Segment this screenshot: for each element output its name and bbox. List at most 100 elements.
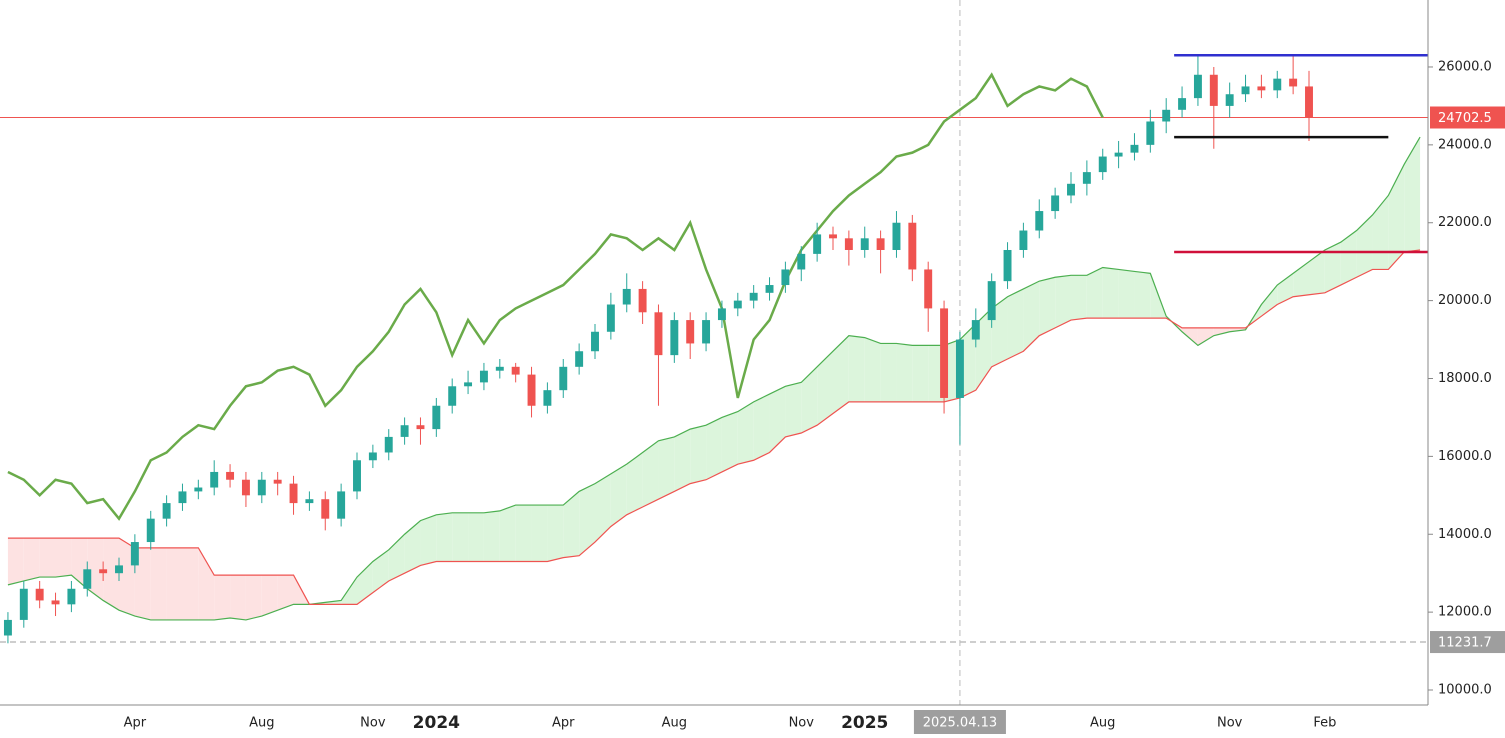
x-tick-label: Feb [1313, 716, 1336, 731]
cloud-fill [833, 335, 849, 414]
cloud-fill [39, 538, 56, 578]
candle-body [1241, 86, 1250, 95]
cloud-fill [452, 512, 469, 562]
cloud-fill [1071, 275, 1087, 321]
cloud-fill [103, 538, 119, 611]
candle-body [987, 281, 996, 321]
candle-body [527, 374, 536, 406]
candle-body [99, 569, 108, 574]
candle-body [638, 288, 647, 313]
cloud-fill [801, 366, 818, 434]
cloud-fill [817, 351, 833, 426]
cloud-fill [737, 401, 754, 465]
cloud-fill [1007, 288, 1024, 360]
cloud-fill [1324, 242, 1341, 293]
candle-body [479, 370, 488, 383]
candle-body [749, 292, 758, 301]
cloud-fill [483, 510, 500, 562]
candle-body [924, 269, 933, 309]
cloud-fill [182, 547, 199, 620]
y-tick-label: 12000.0 [1438, 605, 1492, 620]
y-tick-label: 16000.0 [1438, 449, 1492, 464]
cloud-fill [515, 505, 532, 562]
y-tick-label: 18000.0 [1438, 371, 1492, 386]
candle-body [892, 222, 901, 250]
candle-body [305, 499, 314, 504]
cloud-fill [674, 429, 691, 492]
cloud-fill [864, 337, 881, 402]
x-tick-label: 2025 [841, 713, 888, 733]
cloud-fill [769, 386, 786, 453]
candle-body [829, 234, 837, 239]
candle-body [321, 499, 330, 519]
y-tick-label: 20000.0 [1438, 293, 1492, 308]
candle-body [606, 304, 615, 332]
candle-body [1019, 230, 1028, 250]
cloud-fill [1309, 249, 1325, 295]
candle-body [1035, 211, 1044, 231]
candle-body [1051, 195, 1060, 212]
candle-body [1130, 144, 1139, 153]
candle-body [146, 518, 155, 543]
candle-body [226, 471, 235, 480]
candle-body [654, 312, 663, 356]
candle-body [1162, 109, 1171, 122]
candle-body [1082, 172, 1091, 184]
cloud-fill [658, 436, 675, 500]
cloud-fill [150, 547, 167, 620]
cloud-fill [7, 538, 24, 585]
x-tick-label: Nov [789, 716, 815, 731]
cloud-fill [261, 575, 278, 617]
candle-body [241, 479, 250, 496]
cloud-fill [1261, 285, 1278, 317]
candle-body [1146, 121, 1155, 145]
cloud-fill [277, 575, 294, 611]
cloud-fill [23, 538, 40, 581]
x-tick-label: Nov [1217, 716, 1243, 731]
x-tick-label: 2024 [413, 713, 460, 733]
cloud-fill [1086, 267, 1103, 319]
crosshair-label-box [913, 710, 1006, 734]
cloud-fill [198, 547, 215, 620]
cloud-fill [357, 561, 373, 605]
candle-body [1098, 156, 1107, 173]
cloud-fill [214, 575, 231, 620]
cloud-fill [1356, 214, 1373, 278]
y-tick-label: 24000.0 [1438, 137, 1492, 152]
cloud-fill [404, 520, 421, 574]
cloud-fill [230, 575, 246, 620]
candle-body [876, 238, 885, 250]
candle-body [559, 366, 568, 391]
y-tick-label: 10000.0 [1438, 683, 1492, 698]
cloud-fill [626, 452, 643, 515]
lagging-span [7, 72, 1104, 521]
candle-body [511, 366, 520, 375]
candle-body [702, 320, 711, 344]
cloud-fill [706, 417, 722, 480]
candle-body [115, 565, 123, 574]
cloud-fill [468, 512, 484, 562]
cloud-fill [880, 343, 897, 402]
cloud-fill [848, 335, 865, 402]
cloud-fill [1213, 327, 1230, 336]
candle-body [686, 320, 695, 344]
candle-body [940, 308, 949, 398]
cloud-fill [531, 505, 548, 562]
candle-body [1209, 74, 1218, 106]
candle-body [448, 386, 457, 406]
cloud-fill [595, 473, 611, 543]
price-label-box [1430, 631, 1505, 654]
cloud-fill [1134, 271, 1151, 319]
candle-body [1257, 86, 1266, 91]
candle-body [432, 405, 441, 430]
x-tick-label: Nov [360, 716, 386, 731]
y-tick-label: 26000.0 [1438, 59, 1492, 74]
candle-body [162, 503, 171, 519]
candle-body [844, 238, 853, 250]
candle-body [368, 452, 377, 461]
y-tick-label: 22000.0 [1438, 215, 1492, 230]
x-tick-label: Apr [552, 716, 575, 731]
cloud-fill [1039, 277, 1056, 336]
candle-body [955, 339, 964, 398]
